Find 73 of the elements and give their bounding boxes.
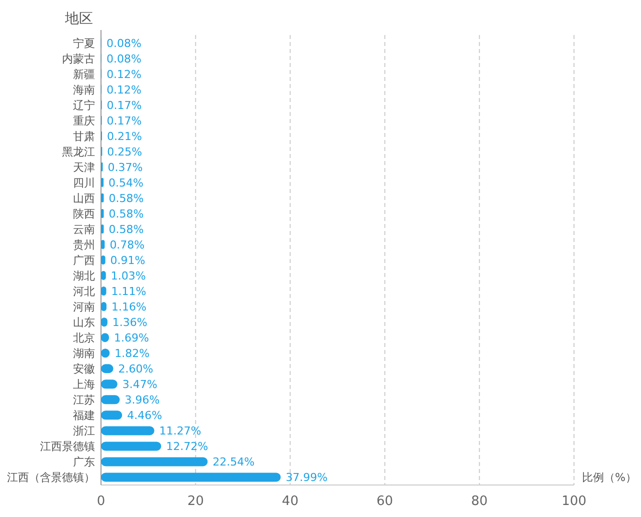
y-axis-title: 地区 bbox=[64, 11, 93, 27]
data-label: 0.78% bbox=[110, 238, 145, 252]
y-tick-label: 江苏 bbox=[73, 394, 95, 407]
x-tick-label: 40 bbox=[282, 494, 298, 509]
data-label: 0.08% bbox=[106, 52, 142, 66]
data-label: 1.82% bbox=[114, 347, 150, 360]
data-label: 1.36% bbox=[112, 316, 148, 330]
y-tick-label: 上海 bbox=[73, 378, 95, 392]
data-label: 0.17% bbox=[106, 114, 142, 128]
y-tick-label: 河南 bbox=[73, 300, 95, 314]
y-tick-label: 贵州 bbox=[73, 238, 95, 252]
x-tick-label: 20 bbox=[187, 494, 204, 509]
bar bbox=[101, 426, 154, 436]
bar bbox=[101, 442, 162, 451]
data-label: 0.08% bbox=[106, 36, 142, 50]
y-tick-label: 云南 bbox=[73, 222, 95, 236]
y-tick-label: 四川 bbox=[73, 176, 95, 190]
y-tick-label: 北京 bbox=[73, 332, 95, 345]
data-label: 0.12% bbox=[106, 68, 142, 81]
y-tick-label: 新疆 bbox=[73, 68, 95, 81]
y-tick-label: 黑龙江 bbox=[62, 145, 95, 158]
data-label: 11.27% bbox=[159, 424, 202, 438]
y-tick-label: 山西 bbox=[73, 192, 95, 205]
data-label: 0.91% bbox=[110, 254, 146, 267]
data-label: 0.21% bbox=[106, 130, 142, 143]
y-tick-label: 宁夏 bbox=[73, 36, 95, 50]
data-label: 1.16% bbox=[111, 300, 146, 314]
y-tick-label: 海南 bbox=[73, 83, 95, 96]
bar bbox=[101, 410, 122, 420]
data-label: 22.54% bbox=[212, 456, 255, 469]
data-label: 0.37% bbox=[108, 160, 143, 174]
data-label: 2.60% bbox=[118, 362, 154, 376]
data-label: 0.58% bbox=[108, 222, 144, 236]
y-tick-label: 安徽 bbox=[73, 362, 95, 376]
y-tick-label: 内蒙古 bbox=[62, 52, 95, 66]
y-tick-label: 辽宁 bbox=[73, 98, 95, 112]
data-label: 0.12% bbox=[106, 83, 142, 96]
x-tick-label: 0 bbox=[96, 494, 106, 509]
bar bbox=[101, 472, 281, 482]
data-label: 0.25% bbox=[107, 145, 142, 158]
y-tick-label: 山东 bbox=[73, 316, 95, 330]
y-tick-label: 湖南 bbox=[73, 347, 95, 360]
data-label: 3.47% bbox=[122, 378, 158, 392]
data-label: 1.69% bbox=[114, 332, 149, 345]
y-tick-label: 浙江 bbox=[73, 424, 95, 438]
x-tick-label: 60 bbox=[376, 494, 394, 509]
y-tick-label: 陕西 bbox=[73, 207, 95, 220]
data-label: 37.99% bbox=[286, 471, 328, 484]
y-tick-label: 天津 bbox=[73, 160, 95, 174]
x-axis-title: 比例（%） bbox=[582, 471, 636, 484]
data-label: 4.46% bbox=[127, 409, 162, 422]
data-label: 1.03% bbox=[110, 270, 146, 283]
data-label: 0.58% bbox=[108, 192, 144, 205]
y-tick-label: 广东 bbox=[73, 456, 95, 469]
data-label: 12.72% bbox=[166, 440, 208, 454]
y-tick-label: 广西 bbox=[73, 254, 95, 267]
data-label: 1.11% bbox=[111, 285, 146, 298]
data-label: 0.17% bbox=[106, 98, 142, 112]
y-tick-label: 福建 bbox=[73, 409, 95, 422]
y-tick-label: 河北 bbox=[73, 285, 95, 298]
y-tick-label: 湖北 bbox=[73, 270, 95, 283]
data-label: 0.54% bbox=[108, 176, 144, 190]
x-tick-label: 80 bbox=[471, 494, 488, 509]
bar bbox=[101, 457, 208, 466]
bar bbox=[101, 178, 104, 187]
data-label: 0.58% bbox=[108, 207, 144, 220]
x-tick-label: 100 bbox=[562, 494, 586, 509]
y-tick-label: 江西景德镇 bbox=[40, 440, 95, 454]
bar bbox=[101, 256, 106, 264]
data-label: 3.96% bbox=[124, 394, 160, 407]
y-tick-label: 江西（含景德镇） bbox=[7, 471, 95, 484]
y-tick-label: 重庆 bbox=[73, 114, 95, 128]
y-tick-label: 甘肃 bbox=[73, 130, 95, 143]
